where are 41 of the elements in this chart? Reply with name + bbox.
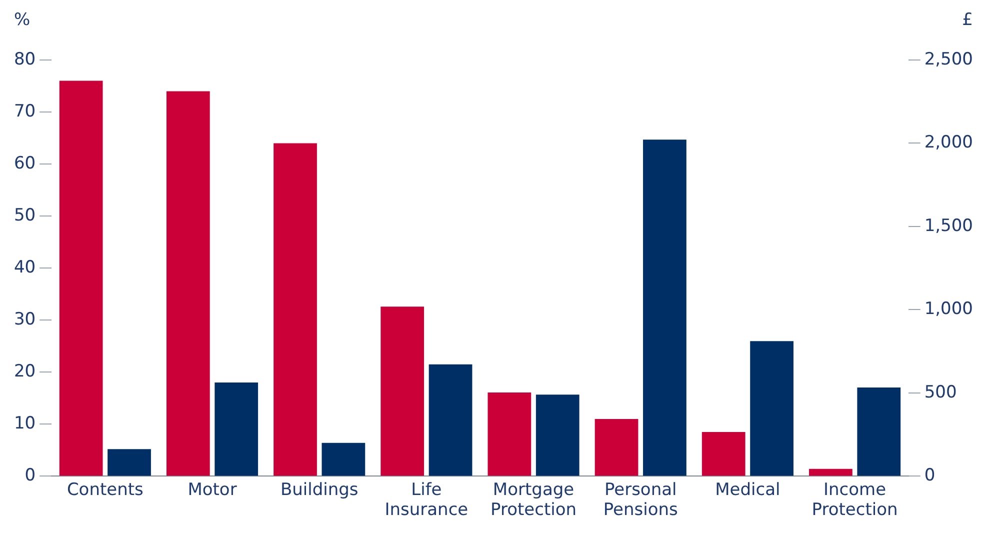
y-tick-label: 20 <box>14 362 36 382</box>
bar <box>214 382 258 476</box>
y2-tick-label: 0 <box>924 466 936 486</box>
x-tick-label: Buildings <box>280 480 358 500</box>
y-tick-label: 40 <box>14 258 36 278</box>
bar <box>322 442 366 476</box>
bar <box>594 418 638 476</box>
bar <box>750 341 794 476</box>
x-tick-label: Medical <box>715 480 780 500</box>
bar <box>809 468 852 476</box>
y2-axis-title: £ <box>962 10 973 30</box>
y2-tick-label: 500 <box>924 382 957 402</box>
x-tick-label: Personal Pensions <box>603 480 678 520</box>
bar <box>857 387 901 476</box>
y-tick-label: 60 <box>14 153 36 174</box>
y2-tick-label: 2,000 <box>924 132 974 153</box>
bar <box>536 394 580 476</box>
x-tick-label: Income Protection <box>812 480 898 520</box>
bar <box>488 392 532 476</box>
y2-tick-label: 1,500 <box>924 216 974 236</box>
bar <box>108 449 151 476</box>
y2-tick-label: 2,500 <box>924 49 974 70</box>
y-tick-label: 30 <box>14 310 36 330</box>
x-tick-label: Mortgage Protection <box>490 480 577 520</box>
y-tick-label: 70 <box>14 101 36 122</box>
bar <box>428 364 472 476</box>
bar <box>643 140 686 476</box>
y-tick-label: 0 <box>24 466 36 486</box>
bar <box>380 306 424 476</box>
y-axis-title: % <box>14 10 30 30</box>
y-tick-label: 50 <box>14 205 36 226</box>
y-tick-label: 10 <box>14 414 36 434</box>
bar <box>59 80 103 476</box>
bar <box>166 91 210 476</box>
y2-tick-label: 1,000 <box>924 299 974 320</box>
x-tick-label: Contents <box>66 480 144 500</box>
x-tick-label: Life Insurance <box>384 480 468 520</box>
bar <box>274 143 317 476</box>
bar <box>702 432 746 476</box>
x-tick-label: Motor <box>188 480 237 500</box>
y-tick-label: 80 <box>14 49 36 70</box>
